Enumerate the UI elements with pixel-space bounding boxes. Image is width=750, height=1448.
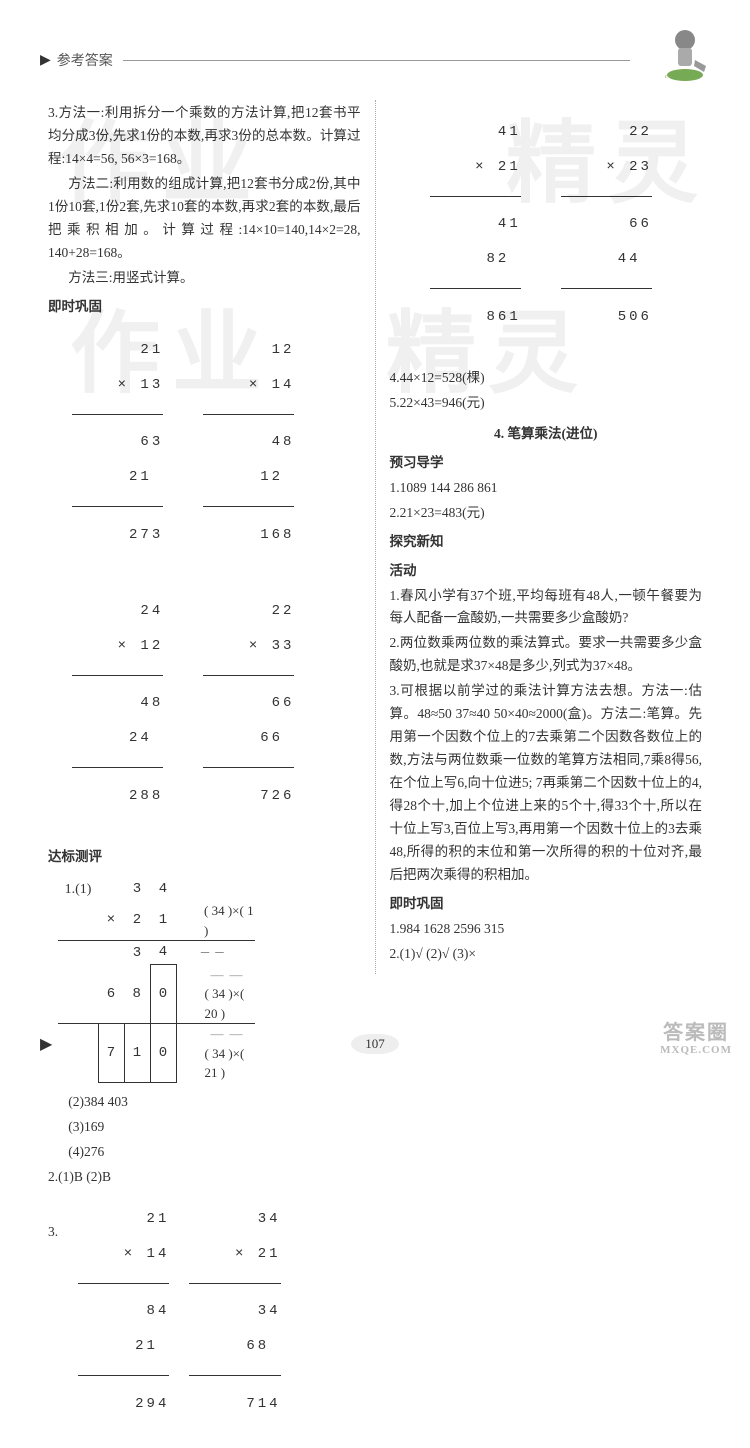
mult-problem: 24 × 12 48 24 288 [72,585,163,840]
corner-top: 答案圈 [663,1022,729,1044]
sub-item: (2)384 403 [48,1091,361,1114]
sub-item: (4)276 [48,1141,361,1164]
q3-number: 3. [48,1193,58,1244]
activity-2: 2.两位数乘两位数的乘法算式。要求一共需要多少盒酸奶,也就是求37×48是多少,… [390,632,703,678]
q3-method1: 3.方法一:利用拆分一个乘数的方法计算,把12套书平均分成3份,先求1份的本数,… [48,102,361,171]
jishi-title: 即时巩固 [48,296,361,319]
sub-item: (3)169 [48,1116,361,1139]
header-title: 参考答案 [57,50,113,70]
triangle-icon: ▶ [40,52,51,69]
page-number: 107 [351,1034,399,1054]
mult-problem: 22 × 33 66 66 726 [203,585,294,840]
mascot-icon: c b [650,20,720,90]
mult-problem: 34 × 21 34 68 714 [189,1193,280,1448]
tanjiu-title: 探究新知 [390,531,703,554]
activity-1: 1.春风小学有37个班,平均每班有48人,一顿午餐要为每人配备一盒酸奶,一共需要… [390,585,703,631]
dabiao-title: 达标测评 [48,846,361,869]
left-column: 3.方法一:利用拆分一个乘数的方法计算,把12套书平均分成3份,先求1份的本数,… [40,100,376,974]
corner-bottom: MXQE.COM [660,1044,732,1056]
section-title-jinwei: 4. 笔算乘法(进位) [390,423,703,446]
svg-text:c b: c b [665,74,672,80]
mult-group-top: 41 × 21 41 82 861 22 × 23 66 44 506 [430,106,703,361]
yuxi-2: 2.21×23=483(元) [390,502,703,525]
huodong-title: 活动 [390,560,703,583]
q2-line: 2.(1)B (2)B [48,1166,361,1189]
jishi-2: 2.(1)√ (2)√ (3)× [390,943,703,966]
header-rule [123,60,630,61]
corner-watermark: 答案圈 MXQE.COM [660,1022,732,1056]
q3-method2: 方法二:利用数的组成计算,把12套书分成2份,其中1份10套,1份2套,先求10… [48,173,361,265]
breakdown-label: 1.(1) [58,877,98,901]
activity-3: 3.可根据以前学过的乘法计算方法去想。方法一:估算。48≈50 37≈40 50… [390,680,703,886]
content-columns: 3.方法一:利用拆分一个乘数的方法计算,把12套书平均分成3份,先求1份的本数,… [40,100,710,974]
mult-problem: 21 × 14 84 21 294 [78,1193,169,1448]
mult-problem: 41 × 21 41 82 861 [430,106,521,361]
right-column: 41 × 21 41 82 861 22 × 23 66 44 506 4.44… [376,100,711,974]
page-footer: ▶ 107 [0,1034,750,1054]
mult-problem: 12 × 14 48 12 168 [203,324,294,579]
q3-method3: 方法三:用竖式计算。 [48,267,361,290]
mult-group-1: 21 × 13 63 21 273 12 × 14 48 12 168 [72,324,361,579]
line5: 5.22×43=946(元) [390,392,703,415]
page-header: ▶ 参考答案 c b [40,40,710,80]
page-root: 作业 精灵 作业 精灵 ▶ 参考答案 c b 3.方法一:利用拆分一个乘数的方法… [0,0,750,1074]
jishi-1: 1.984 1628 2596 315 [390,918,703,941]
triangle-icon: ▶ [40,1034,52,1054]
yuxi-1: 1.1089 144 286 861 [390,477,703,500]
mult-problem: 21 × 13 63 21 273 [72,324,163,579]
mult-problem: 22 × 23 66 44 506 [561,106,652,361]
mult-group-2: 24 × 12 48 24 288 22 × 33 66 66 726 [72,585,361,840]
line4: 4.44×12=528(棵) [390,367,703,390]
jishi-title-r: 即时巩固 [390,893,703,916]
yuxi-title: 预习导学 [390,452,703,475]
